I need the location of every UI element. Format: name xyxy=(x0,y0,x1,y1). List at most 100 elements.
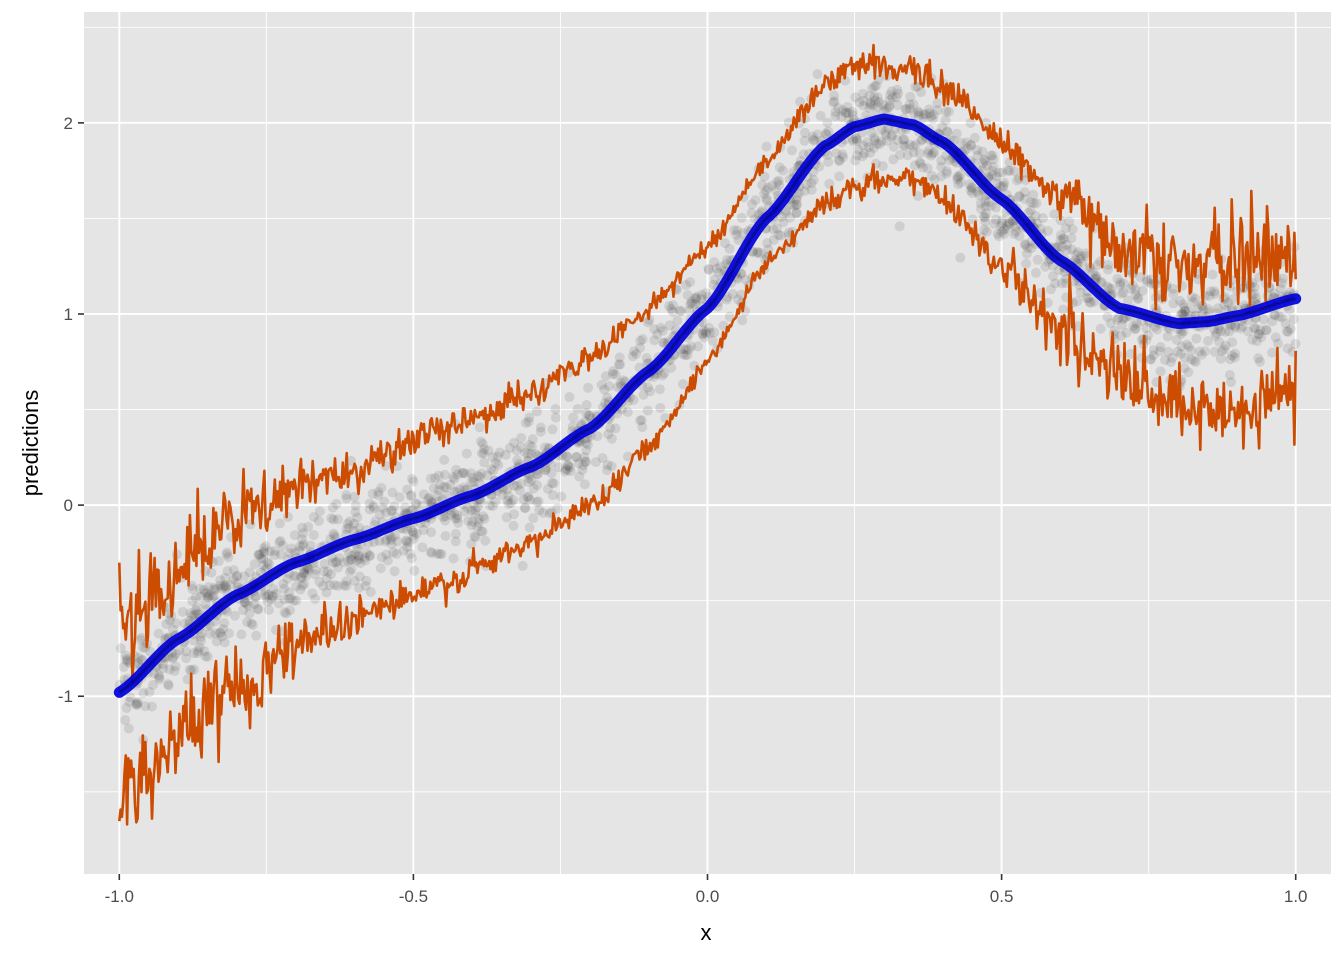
data-point xyxy=(612,382,623,393)
data-point xyxy=(502,495,513,506)
data-point xyxy=(1022,242,1033,253)
data-point xyxy=(407,526,418,537)
data-point xyxy=(936,171,947,182)
data-point xyxy=(690,299,701,310)
data-point xyxy=(361,547,372,558)
data-point xyxy=(345,554,356,565)
data-point xyxy=(440,515,451,526)
data-point xyxy=(1209,286,1220,297)
data-point xyxy=(1135,272,1146,283)
data-point xyxy=(568,412,579,423)
data-point xyxy=(368,501,379,512)
data-point xyxy=(1128,321,1139,332)
data-point xyxy=(220,582,231,593)
data-point xyxy=(732,225,743,236)
data-point xyxy=(319,558,330,569)
data-point xyxy=(606,461,617,472)
data-point xyxy=(932,98,943,109)
data-point xyxy=(1175,309,1186,320)
data-point xyxy=(219,637,230,648)
data-point xyxy=(1203,304,1214,315)
data-point xyxy=(263,604,274,615)
data-point xyxy=(992,228,1003,239)
data-point xyxy=(425,496,436,507)
data-point xyxy=(936,155,947,166)
data-point xyxy=(798,149,809,160)
data-point xyxy=(237,605,248,616)
data-point xyxy=(120,715,131,726)
data-point xyxy=(838,152,849,163)
data-point xyxy=(942,126,953,137)
data-point xyxy=(518,494,529,505)
data-point xyxy=(1032,254,1043,265)
data-point xyxy=(837,149,848,160)
data-point xyxy=(772,223,783,234)
data-point xyxy=(355,558,366,569)
data-point xyxy=(721,255,732,266)
data-point xyxy=(264,546,275,557)
data-point xyxy=(480,535,491,546)
data-point xyxy=(267,591,278,602)
data-point xyxy=(721,294,732,305)
data-point xyxy=(531,406,542,417)
data-point xyxy=(724,243,735,254)
data-point xyxy=(1227,350,1238,361)
data-point xyxy=(1256,332,1267,343)
data-point xyxy=(1118,287,1129,298)
data-point xyxy=(902,150,913,161)
data-point xyxy=(637,334,648,345)
data-point xyxy=(965,185,976,196)
data-point xyxy=(1130,323,1141,334)
data-point xyxy=(146,701,157,712)
data-point xyxy=(1116,330,1127,341)
data-point xyxy=(457,468,468,479)
data-point xyxy=(834,171,845,182)
data-point xyxy=(675,306,686,317)
data-point xyxy=(1177,308,1188,319)
data-point xyxy=(704,322,715,333)
data-point xyxy=(1019,239,1030,250)
data-point xyxy=(339,557,350,568)
data-point xyxy=(402,541,413,552)
data-point xyxy=(218,581,229,592)
data-point xyxy=(1213,323,1224,334)
data-point xyxy=(385,534,396,545)
data-point xyxy=(301,570,312,581)
data-point xyxy=(148,679,159,690)
data-point xyxy=(1268,309,1279,320)
data-point xyxy=(523,491,534,502)
data-point xyxy=(520,447,531,458)
data-point xyxy=(951,128,962,139)
data-point xyxy=(905,91,916,102)
data-point xyxy=(909,160,920,171)
data-point xyxy=(425,547,436,558)
data-point xyxy=(791,194,802,205)
data-point xyxy=(975,198,986,209)
data-point xyxy=(515,442,526,453)
data-point xyxy=(1085,263,1096,274)
data-point xyxy=(350,500,361,511)
data-point xyxy=(681,279,692,290)
data-point xyxy=(275,535,286,546)
data-point xyxy=(610,369,621,380)
data-point xyxy=(581,400,592,411)
data-point xyxy=(971,144,982,155)
data-point xyxy=(913,107,924,118)
data-point xyxy=(408,530,419,541)
data-point xyxy=(820,128,831,139)
data-point xyxy=(341,490,352,501)
data-point xyxy=(773,175,784,186)
data-point xyxy=(823,156,834,167)
data-point xyxy=(354,571,365,582)
data-point xyxy=(553,462,564,473)
data-point xyxy=(1196,300,1207,311)
data-point xyxy=(708,279,719,290)
data-point xyxy=(206,567,217,578)
data-point xyxy=(944,155,955,166)
data-point xyxy=(417,500,428,511)
data-point xyxy=(259,586,270,597)
data-point xyxy=(941,106,952,117)
data-point xyxy=(346,564,357,575)
data-point xyxy=(873,97,884,108)
data-point xyxy=(222,547,233,558)
